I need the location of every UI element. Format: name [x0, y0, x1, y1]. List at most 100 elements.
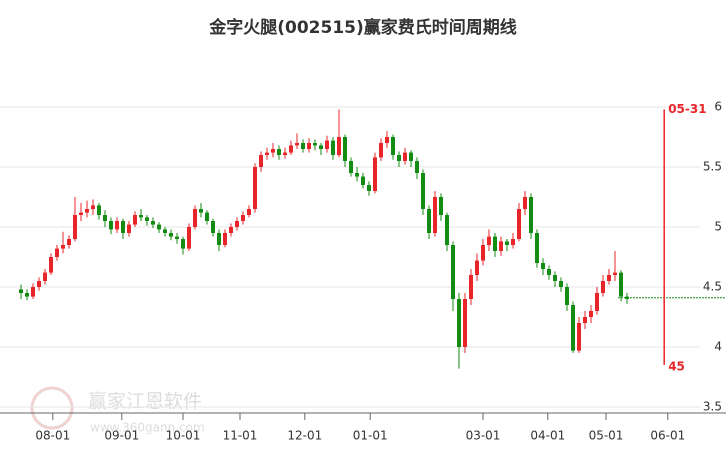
candle-body — [241, 215, 245, 221]
candle-body — [103, 215, 107, 221]
candle-body — [49, 257, 53, 273]
candle-body — [463, 299, 467, 347]
candle-body — [511, 239, 515, 245]
candle-body — [391, 137, 395, 155]
x-tick-label: 09-01 — [104, 429, 139, 443]
candle-body — [343, 137, 347, 161]
candle-body — [211, 221, 215, 233]
candle-body — [439, 197, 443, 215]
candle-body — [379, 143, 383, 158]
y-tick-label: 5 — [714, 220, 722, 234]
candle-body — [385, 137, 389, 143]
candle-body — [541, 263, 545, 269]
y-tick-label: 6 — [714, 100, 722, 114]
candle-body — [73, 215, 77, 239]
x-tick-label: 08-01 — [35, 429, 70, 443]
candle-body — [127, 224, 131, 233]
candle-body — [181, 239, 185, 249]
candle-body — [19, 289, 23, 293]
candle-body — [607, 275, 611, 281]
candle-body — [133, 215, 137, 225]
candle-body — [85, 209, 89, 213]
candle-body — [421, 173, 425, 209]
candle-body — [571, 305, 575, 351]
candle-body — [91, 205, 95, 209]
candle-body — [169, 233, 173, 237]
y-tick-label: 3.5 — [703, 400, 722, 414]
candle-body — [175, 236, 179, 239]
candle-body — [451, 245, 455, 299]
y-tick-label: 4 — [714, 340, 722, 354]
candle-body — [559, 281, 563, 287]
candle-body — [205, 212, 209, 221]
candle-body — [475, 260, 479, 275]
candle-body — [37, 281, 41, 287]
candle-body — [193, 209, 197, 227]
candle-body — [151, 221, 155, 225]
cycle-count: 45 — [668, 360, 685, 374]
candle-body — [199, 209, 203, 213]
candle-body — [259, 155, 263, 167]
x-tick-label: 03-01 — [466, 429, 501, 443]
candle-body — [577, 323, 581, 351]
candle-body — [277, 149, 281, 155]
candle-body — [547, 269, 551, 275]
candle-body — [163, 229, 167, 233]
candle-body — [619, 272, 623, 297]
candle-body — [253, 167, 257, 209]
candle-body — [55, 248, 59, 257]
candle-body — [67, 239, 71, 245]
candle-body — [589, 311, 593, 317]
candle-body — [445, 215, 449, 245]
x-tick-label: 05-01 — [589, 429, 624, 443]
watermark-url: www.360gann.com — [90, 421, 205, 435]
candle-body — [301, 143, 305, 149]
candle-body — [403, 152, 407, 161]
candle-body — [349, 161, 353, 173]
candle-body — [355, 173, 359, 177]
candle-body — [187, 227, 191, 249]
y-tick-label: 5.5 — [703, 160, 722, 174]
candle-body — [157, 224, 161, 230]
candle-body — [493, 236, 497, 251]
candle-body — [361, 176, 365, 185]
y-tick-label: 4.5 — [703, 280, 722, 294]
candle-body — [25, 293, 29, 297]
candle-body — [313, 143, 317, 146]
candle-body — [43, 272, 47, 281]
x-tick-label: 11-01 — [223, 429, 258, 443]
candle-body — [457, 299, 461, 347]
candle-body — [145, 217, 149, 221]
candle-body — [331, 140, 335, 155]
candle-body — [295, 143, 299, 146]
candle-body — [469, 275, 473, 299]
candle-body — [481, 245, 485, 261]
x-tick-label: 12-01 — [287, 429, 322, 443]
candle-body — [367, 185, 371, 191]
x-tick-label: 06-01 — [650, 429, 685, 443]
x-tick-label: 04-01 — [530, 429, 565, 443]
candle-body — [217, 233, 221, 245]
candle-body — [121, 221, 125, 233]
candle-body — [583, 317, 587, 323]
candle-body — [601, 281, 605, 293]
candle-body — [499, 241, 503, 251]
watermark: 赢家江恩软件 — [88, 391, 202, 413]
candle-body — [247, 209, 251, 215]
candle-body — [307, 143, 311, 149]
chart-title: 金字火腿(002515)赢家费氏时间周期线 — [208, 17, 517, 38]
candle-body — [109, 221, 113, 230]
candle-body — [97, 205, 101, 215]
candle-body — [427, 209, 431, 233]
candle-body — [523, 197, 527, 209]
candle-body — [553, 275, 557, 281]
candle-body — [535, 233, 539, 263]
candle-body — [223, 233, 227, 245]
candle-body — [415, 161, 419, 173]
candle-body — [283, 152, 287, 155]
candle-body — [409, 152, 413, 161]
candle-body — [565, 287, 569, 305]
x-tick-label: 10-01 — [166, 429, 201, 443]
candle-body — [529, 197, 533, 233]
candle-body — [505, 241, 509, 245]
